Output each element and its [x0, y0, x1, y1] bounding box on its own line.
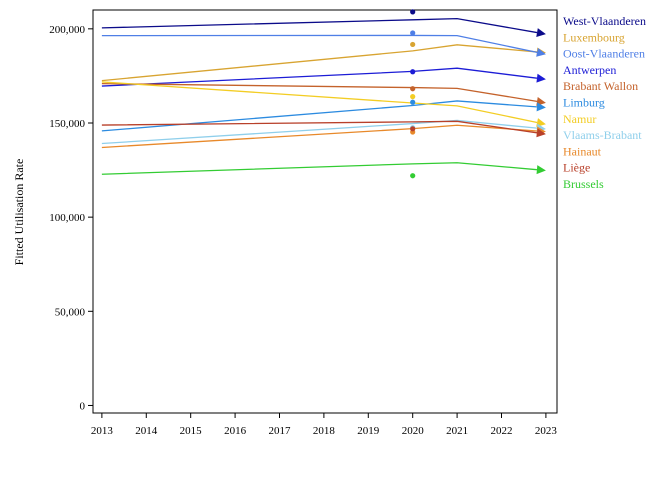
legend: West-Vlaanderen Luxembourg Oost-Vlaanderen…	[563, 14, 646, 191]
y-tick-label: 150,000	[49, 118, 85, 130]
series-arrowhead	[536, 28, 546, 37]
series-line	[101, 120, 538, 134]
series-arrowhead	[536, 48, 546, 57]
series-line	[101, 34, 538, 54]
y-tick-label: 50,000	[55, 306, 86, 318]
y-axis: 0 50,000 100,000 150,000 200,000	[49, 24, 93, 412]
x-tick-label: 2021	[446, 425, 468, 437]
legend-label: Antwerpen	[563, 63, 616, 77]
series-line	[101, 124, 537, 149]
x-tick-label: 2013	[91, 425, 114, 437]
y-tick-label: 200,000	[49, 24, 85, 36]
legend-label: Liège	[563, 161, 590, 175]
legend-label: West-Vlaanderen	[563, 14, 646, 28]
legend-label: Limburg	[563, 96, 605, 110]
plot-frame	[92, 9, 558, 414]
x-tick-label: 2016	[224, 425, 247, 437]
data-point	[410, 69, 416, 75]
x-tick-label: 2015	[180, 425, 203, 437]
series-line	[101, 100, 537, 132]
series-line	[101, 18, 538, 34]
legend-label: Luxembourg	[563, 30, 625, 44]
y-axis-title: Fitted Utilisation Rate	[12, 159, 26, 266]
series-arrowhead	[536, 102, 546, 112]
x-tick-label: 2023	[535, 425, 558, 437]
x-tick-label: 2022	[490, 425, 512, 437]
series-lines	[101, 18, 546, 175]
data-point	[410, 9, 416, 15]
legend-label: Namur	[563, 112, 596, 126]
data-point	[410, 94, 416, 100]
series-arrowhead	[536, 128, 546, 138]
x-tick-label: 2019	[357, 425, 380, 437]
y-tick-label: 100,000	[49, 212, 85, 224]
plot-border	[92, 9, 558, 414]
data-point	[410, 173, 416, 179]
x-tick-label: 2014	[135, 425, 158, 437]
points-2020	[410, 9, 416, 179]
x-tick-label: 2018	[313, 425, 336, 437]
x-tick-label: 2017	[268, 425, 291, 437]
legend-label: Oost-Vlaanderen	[563, 47, 645, 61]
series-arrowhead	[536, 165, 546, 175]
legend-label: Vlaams-Brabant	[563, 128, 642, 142]
series-line	[101, 67, 538, 87]
x-tick-label: 2020	[402, 425, 425, 437]
series-line	[101, 44, 537, 82]
data-point	[410, 126, 416, 132]
data-point	[410, 41, 416, 48]
series-line	[101, 81, 538, 124]
data-point	[410, 86, 416, 92]
legend-label: Brussels	[563, 177, 604, 191]
series-arrowhead	[536, 73, 546, 83]
legend-label: Brabant Wallon	[563, 79, 638, 93]
y-tick-label: 0	[80, 400, 86, 412]
data-point	[410, 99, 416, 105]
data-point	[410, 30, 416, 36]
x-axis: 2013 2014 2015 2016 2017 2018 2019 2020 2021 2022…	[91, 413, 558, 437]
series-line	[101, 162, 537, 175]
legend-label: Hainaut	[563, 144, 602, 158]
series-line	[101, 82, 538, 103]
